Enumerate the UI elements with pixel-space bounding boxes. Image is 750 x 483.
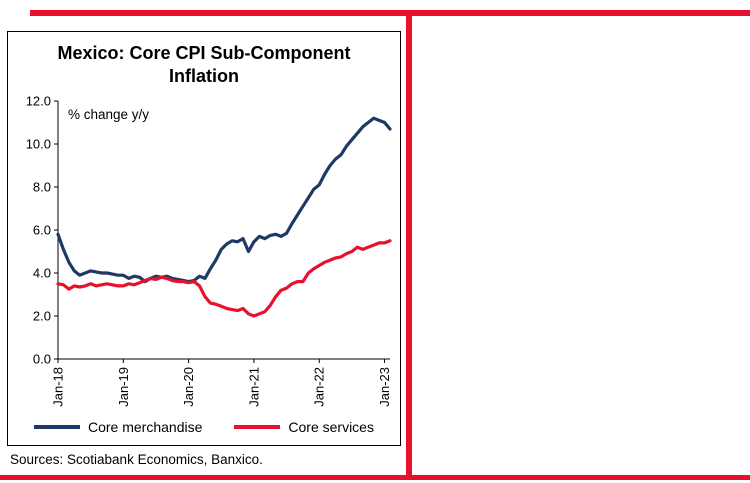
line-chart: 0.0 2.0 4.0 6.0 8.0 10.0 12.0 Jan-18 Jan-19 Jan-2… [26, 93, 392, 407]
legend-line-core-merchandise [34, 425, 80, 429]
svg-text:Jan-23: Jan-23 [377, 367, 392, 407]
red-divider-top [30, 10, 750, 16]
svg-text:8.0: 8.0 [33, 179, 51, 194]
red-divider-bottom [0, 475, 750, 480]
svg-text:10.0: 10.0 [26, 136, 51, 151]
red-divider-vertical [406, 10, 412, 480]
legend-label-core-merchandise: Core merchandise [88, 418, 203, 435]
chart-card: Mexico: Core CPI Sub-Component Inflation… [7, 31, 401, 446]
svg-text:Jan-19: Jan-19 [116, 367, 131, 407]
svg-text:6.0: 6.0 [33, 222, 51, 237]
legend-item-core-services: Core services [234, 419, 374, 435]
svg-text:Jan-22: Jan-22 [312, 367, 327, 407]
svg-text:12.0: 12.0 [26, 93, 51, 108]
svg-text:Jan-20: Jan-20 [181, 367, 196, 407]
svg-text:Jan-18: Jan-18 [51, 367, 66, 407]
chart-title: Mexico: Core CPI Sub-Component Inflation [57, 43, 351, 87]
legend-item-core-merchandise: Core merchandise [34, 419, 202, 435]
legend-label-core-services: Core services [288, 418, 374, 435]
svg-text:% change y/y: % change y/y [68, 107, 149, 122]
legend-line-core-services [234, 425, 281, 429]
svg-text:2.0: 2.0 [33, 308, 51, 323]
svg-text:0.0: 0.0 [33, 351, 51, 366]
svg-text:4.0: 4.0 [33, 265, 51, 280]
svg-text:Jan-21: Jan-21 [246, 367, 261, 407]
source-note: Sources: Scotiabank Economics, Banxico. [10, 452, 263, 467]
chart-legend: Core merchandise Core services [8, 417, 400, 445]
